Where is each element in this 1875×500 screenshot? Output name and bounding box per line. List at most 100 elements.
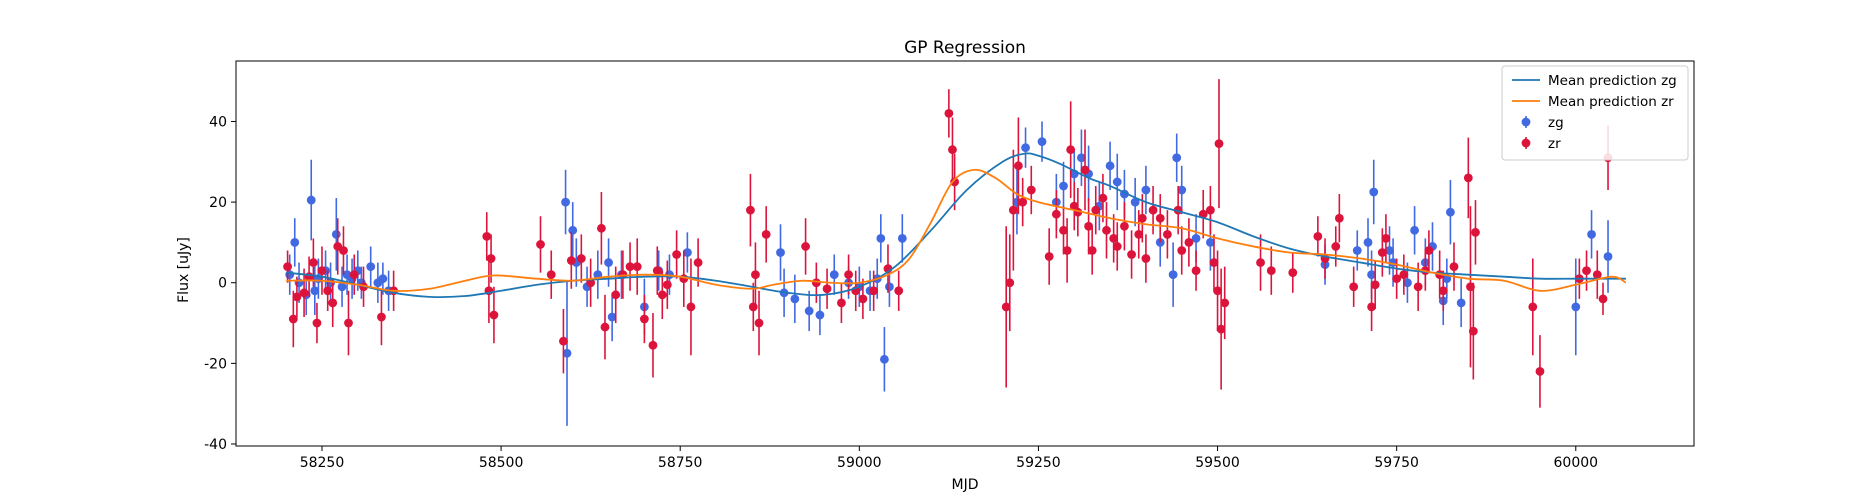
data-point-zr (652, 266, 662, 276)
data-point-zr (1102, 225, 1111, 235)
data-point-zr (536, 240, 545, 249)
data-point-zr (648, 340, 658, 350)
data-point-zr (600, 322, 610, 332)
data-point-zr (1331, 242, 1341, 251)
data-point-zr (611, 290, 621, 300)
data-point-zr (1112, 242, 1122, 251)
data-point-zr (1214, 139, 1224, 149)
data-point-zr (748, 302, 758, 312)
legend-item: Mean prediction zr (1512, 94, 1674, 110)
data-point-zr (746, 205, 755, 215)
data-point-zr (1163, 229, 1172, 239)
data-point-zr (1184, 238, 1194, 247)
data-point-zr (317, 266, 327, 276)
legend-box (1501, 65, 1689, 161)
data-point-zr (288, 314, 298, 324)
data-point-zg (306, 195, 316, 205)
data-point-zr (1535, 367, 1545, 376)
data-point-zg (378, 274, 388, 284)
data-point-zr (349, 270, 359, 280)
data-point-zg (879, 354, 889, 364)
data-point-zr (1044, 252, 1054, 261)
x-tick-label: 58750 (658, 455, 703, 471)
data-point-zr (761, 229, 771, 239)
x-tick-label: 58250 (300, 455, 345, 471)
legend-item: zg (1521, 115, 1564, 131)
data-point-zg (1021, 143, 1030, 153)
chart-title: GP Regression (904, 38, 1026, 58)
data-point-zr (1134, 229, 1144, 239)
legend-label: Mean prediction zg (1548, 73, 1677, 89)
data-point-zr (1209, 258, 1219, 267)
plot-area (283, 79, 1627, 426)
data-point-zr (1091, 205, 1101, 215)
data-point-zr (1120, 221, 1129, 231)
data-point-zr (1216, 324, 1226, 334)
mean-line-zr (286, 168, 1627, 292)
data-point-zr (283, 262, 292, 272)
data-point-zr (1449, 262, 1459, 272)
legend-swatch-marker (1521, 138, 1531, 148)
data-point-zg (1141, 185, 1151, 195)
data-point-zr (1137, 213, 1147, 223)
x-tick-label: 58500 (479, 455, 524, 471)
data-point-zg (1168, 270, 1178, 280)
data-point-zg (1172, 153, 1182, 163)
legend-item: zr (1521, 136, 1561, 152)
y-tick-label: -20 (204, 356, 227, 372)
legend: Mean prediction zg Mean prediction zr zg zr (1501, 65, 1689, 161)
x-tick-label: 60000 (1554, 455, 1599, 471)
data-point-zr (482, 231, 492, 241)
data-point-zr (596, 223, 606, 233)
data-point-zr (1598, 294, 1608, 304)
data-point-zg (1177, 185, 1187, 195)
data-point-zg (682, 248, 692, 257)
data-point-zr (1424, 246, 1434, 255)
data-point-zr (632, 262, 642, 272)
legend-item: Mean prediction zg (1512, 73, 1677, 89)
legend-label: zg (1548, 115, 1564, 131)
data-point-zr (1026, 185, 1036, 195)
data-point-zr (1013, 161, 1023, 171)
y-axis: -40 -20 0 20 40 (204, 114, 236, 453)
data-point-zr (489, 310, 499, 320)
data-point-zg (1587, 229, 1596, 239)
data-point-zg (568, 225, 578, 235)
data-point-zg (337, 282, 347, 292)
data-point-zr (1381, 233, 1391, 243)
data-point-zg (1112, 177, 1122, 187)
data-point-zg (1155, 238, 1165, 247)
data-point-zr (1084, 221, 1093, 231)
data-point-zr (1334, 213, 1344, 223)
data-point-zr (1005, 278, 1015, 288)
data-point-zr (1059, 225, 1068, 235)
data-point-zr (377, 312, 386, 322)
data-point-zg (1446, 207, 1455, 217)
y-tick-label: 40 (209, 114, 227, 130)
data-point-zg (1352, 246, 1362, 255)
data-point-zr (1349, 282, 1359, 292)
data-point-zr (1127, 250, 1136, 259)
data-point-zr (1471, 227, 1480, 237)
data-point-zg (285, 270, 295, 280)
data-point-zr (1087, 246, 1097, 255)
legend-swatch-marker (1521, 117, 1531, 127)
data-point-zg (897, 233, 907, 243)
data-point-zr (751, 270, 760, 280)
data-point-zg (1191, 233, 1201, 243)
data-point-zr (869, 286, 879, 296)
y-axis-label: Flux [uJy] (176, 237, 192, 303)
data-point-zr (1256, 258, 1265, 267)
data-point-zr (1141, 254, 1151, 263)
data-point-zg (1077, 153, 1086, 163)
x-tick-label: 59500 (1195, 455, 1240, 471)
data-point-zr (1008, 205, 1018, 215)
data-point-zr (944, 109, 954, 118)
data-point-zg (562, 348, 572, 358)
data-point-zr (1399, 270, 1409, 280)
data-point-zr (339, 246, 348, 255)
data-point-zg (1130, 197, 1140, 207)
data-point-zg (876, 233, 886, 243)
data-point-zr (566, 256, 576, 265)
data-point-zg (1367, 270, 1376, 280)
